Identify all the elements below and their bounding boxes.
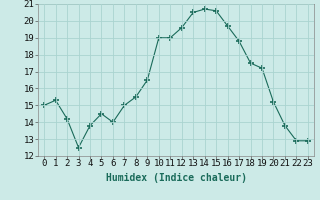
X-axis label: Humidex (Indice chaleur): Humidex (Indice chaleur) (106, 173, 246, 183)
